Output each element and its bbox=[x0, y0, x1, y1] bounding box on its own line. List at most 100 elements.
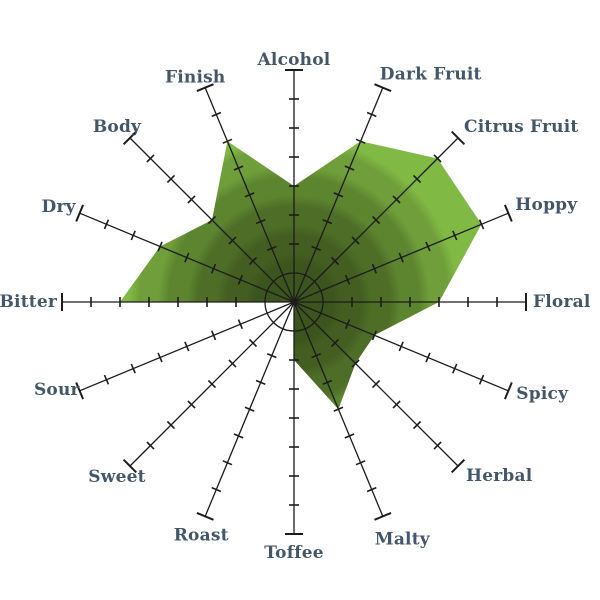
axis-end-tick-malty bbox=[374, 511, 392, 521]
axis-label-floral: Floral bbox=[533, 292, 591, 312]
axis-tick-dry bbox=[210, 263, 217, 274]
axis-label-finish: Finish bbox=[165, 68, 225, 88]
axis-tick-herbal bbox=[371, 379, 381, 389]
axis-tick-sweet bbox=[207, 379, 217, 389]
axis-tick-citrus-fruit bbox=[433, 154, 442, 163]
axis-tick-hoppy bbox=[344, 274, 351, 285]
axis-end-tick-spicy bbox=[503, 382, 513, 400]
inner-ring bbox=[264, 272, 324, 332]
axis-tick-malty bbox=[322, 379, 333, 386]
axis-end-tick-herbal bbox=[450, 458, 466, 474]
axis-end-tick-sweet bbox=[122, 458, 138, 474]
axis-tick-dark-fruit bbox=[366, 111, 377, 118]
center-hub bbox=[291, 299, 297, 305]
axis-tick-malty bbox=[366, 486, 377, 493]
axis-tick-herbal bbox=[351, 359, 360, 368]
axis-tick-dark-fruit bbox=[355, 138, 366, 144]
axis-label-dark-fruit: Dark Fruit bbox=[380, 65, 482, 85]
data-polygon bbox=[120, 141, 482, 410]
axis-tick-sour bbox=[157, 352, 163, 363]
axes-group: Alcohol Dark Fruit Citrus Fruit Hoppy Floral… bbox=[0, 50, 591, 563]
axis-tick-finish bbox=[222, 138, 233, 144]
axis-tick-finish bbox=[233, 165, 244, 171]
axis-tick-roast bbox=[266, 352, 277, 359]
axis-tick-sweet bbox=[146, 441, 155, 450]
axis-tick-malty bbox=[355, 460, 366, 466]
axis-end-tick-hoppy bbox=[503, 204, 513, 222]
axis-tick-spicy bbox=[452, 363, 458, 374]
axis-tick-citrus-fruit bbox=[330, 256, 340, 266]
axis-tick-sour bbox=[210, 330, 217, 341]
axis-tick-dark-fruit bbox=[322, 218, 333, 225]
axis-tick-dry bbox=[130, 230, 136, 241]
axis-tick-sweet bbox=[166, 420, 176, 430]
axis-end-tick-roast bbox=[196, 511, 214, 521]
axis-tick-body bbox=[207, 215, 217, 225]
axis-label-body: Body bbox=[93, 117, 142, 137]
axis-label-bitter: Bitter bbox=[0, 292, 58, 312]
axis-label-citrus-fruit: Citrus Fruit bbox=[464, 117, 578, 137]
axis-tick-spicy bbox=[344, 319, 351, 330]
axis-tick-sweet bbox=[187, 400, 196, 409]
axis-label-dry: Dry bbox=[42, 197, 77, 217]
axis-tick-finish bbox=[266, 245, 277, 252]
axis-label-hoppy: Hoppy bbox=[515, 195, 578, 215]
axis-tick-sweet bbox=[248, 338, 258, 348]
axis-tick-sour bbox=[237, 319, 244, 330]
axis-tick-sweet bbox=[228, 359, 237, 368]
axis-tick-roast bbox=[255, 379, 266, 386]
axis-tick-dry bbox=[237, 274, 244, 285]
axis-tick-dark-fruit bbox=[333, 192, 344, 198]
axis-tick-malty bbox=[333, 406, 344, 412]
axis-tick-roast bbox=[211, 486, 222, 493]
axis-tick-sour bbox=[130, 363, 136, 374]
axis-label-spicy: Spicy bbox=[516, 384, 569, 404]
axis-tick-spicy bbox=[371, 330, 378, 341]
axis-tick-citrus-fruit bbox=[351, 236, 360, 245]
axis-tick-malty bbox=[311, 352, 322, 359]
axis-label-sour: Sour bbox=[34, 380, 81, 400]
axis-tick-dry bbox=[184, 252, 190, 263]
axis-tick-spicy bbox=[478, 374, 485, 385]
axis-tick-sour bbox=[184, 341, 190, 352]
axis-tick-citrus-fruit bbox=[412, 174, 422, 184]
axis-label-toffee: Toffee bbox=[264, 543, 324, 563]
axis-label-roast: Roast bbox=[174, 525, 229, 545]
axis-tick-herbal bbox=[412, 420, 422, 430]
axis-tick-sour bbox=[103, 374, 110, 385]
axis-tick-herbal bbox=[330, 338, 340, 348]
axis-tick-herbal bbox=[433, 441, 442, 450]
axis-label-herbal: Herbal bbox=[466, 466, 533, 486]
axis-tick-dark-fruit bbox=[344, 165, 355, 171]
axis-tick-spicy bbox=[398, 341, 404, 352]
axis-tick-finish bbox=[211, 111, 222, 118]
axis-tick-body bbox=[228, 236, 237, 245]
axis-tick-finish bbox=[255, 218, 266, 225]
axis-tick-hoppy bbox=[398, 252, 404, 263]
axis-tick-citrus-fruit bbox=[371, 215, 381, 225]
axis-label-malty: Malty bbox=[375, 529, 431, 549]
axis-label-alcohol: Alcohol bbox=[257, 50, 331, 70]
axis-tick-hoppy bbox=[478, 219, 485, 230]
axis-tick-herbal bbox=[392, 400, 401, 409]
axis-tick-finish bbox=[244, 192, 255, 198]
axis-tick-dark-fruit bbox=[311, 245, 322, 252]
axis-end-tick-citrus-fruit bbox=[450, 130, 466, 146]
axis-tick-spicy bbox=[425, 352, 431, 363]
axis-tick-roast bbox=[233, 433, 244, 439]
axis-end-tick-dry bbox=[75, 204, 85, 222]
axis-end-tick-body bbox=[122, 130, 138, 146]
axis-label-sweet: Sweet bbox=[88, 467, 145, 487]
axis-end-tick-finish bbox=[196, 83, 214, 93]
axis-tick-body bbox=[248, 256, 258, 266]
axis-tick-hoppy bbox=[452, 230, 458, 241]
axis-tick-malty bbox=[344, 433, 355, 439]
axis-tick-roast bbox=[222, 460, 233, 466]
axis-tick-citrus-fruit bbox=[392, 195, 401, 204]
axis-tick-roast bbox=[244, 406, 255, 412]
axis-tick-body bbox=[187, 195, 196, 204]
axis-tick-hoppy bbox=[425, 241, 431, 252]
axis-tick-dry bbox=[103, 219, 110, 230]
